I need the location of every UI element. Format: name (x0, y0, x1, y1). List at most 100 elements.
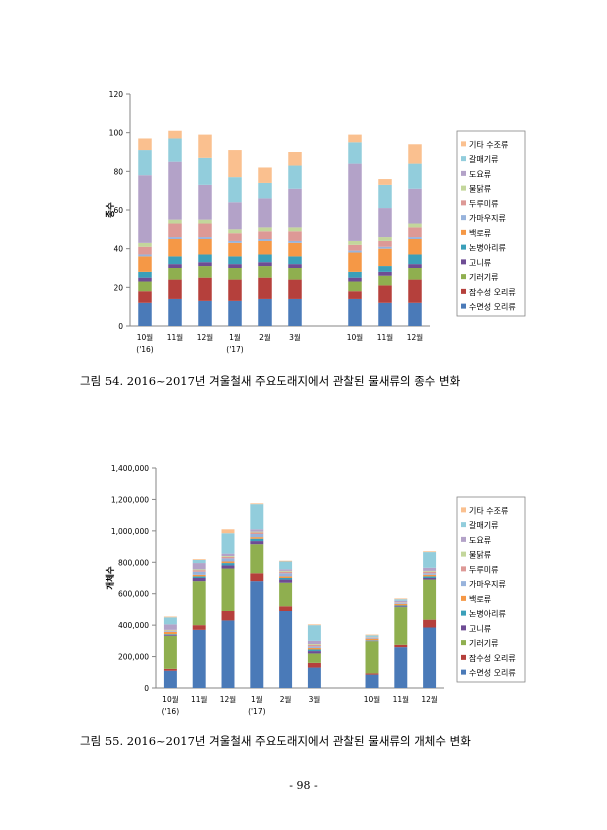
chart1-bar-segment (348, 291, 362, 299)
chart2-bar-segment (365, 674, 379, 688)
chart2-bar-segment (250, 534, 264, 538)
chart2-bar-segment (394, 599, 408, 601)
chart2-bar-segment (250, 503, 264, 505)
chart2-legend-swatch (461, 669, 466, 675)
chart1-legend-label: 고니류 (469, 257, 491, 267)
chart1-bar-segment (198, 266, 212, 278)
chart2-bar-segment (279, 570, 293, 572)
chart1-legend-label: 백로류 (469, 228, 491, 238)
chart1-bar-segment (258, 277, 272, 299)
chart2-x-tick-label: 12월 (421, 694, 438, 704)
chart2-bar-segment (394, 644, 408, 648)
chart2-bar-segment (279, 582, 293, 607)
chart2-legend-swatch (461, 581, 466, 587)
chart2-legend-swatch (461, 551, 466, 557)
chart2-bar-segment (423, 576, 437, 578)
chart2-bar-segment (192, 559, 206, 564)
chart2-bar-segment (307, 640, 321, 644)
chart1-bar-segment (378, 246, 392, 249)
chart2-bar-segment (163, 624, 177, 630)
chart2-bar-segment (307, 651, 321, 654)
chart1-bar-segment (198, 184, 212, 220)
chart1-legend-label: 두루미류 (469, 199, 498, 208)
chart2-bar-segment (365, 637, 379, 639)
chart1-y-axis-label: 종수 (106, 202, 116, 218)
chart2-bar-segment (279, 606, 293, 611)
chart1-legend-label: 기타 수조류 (469, 140, 508, 149)
chart1-bar-segment (198, 219, 212, 224)
chart2-bar-segment (307, 646, 321, 648)
chart2-bar-segment (423, 552, 437, 568)
chart1-bar-segment (228, 202, 242, 230)
chart1-legend-swatch (461, 229, 466, 235)
chart1-bar-segment (408, 302, 422, 326)
chart1-legend-label: 논병아리류 (469, 243, 506, 253)
chart2-legend-label: 도요류 (469, 536, 491, 545)
chart2-bar-segment (163, 616, 177, 618)
chart2-y-tick-label: 1,400,000 (111, 464, 149, 473)
chart1-y-tick-label: 60 (113, 206, 123, 215)
chart2-bar-segment (192, 559, 206, 560)
chart1-bar-segment (408, 237, 422, 239)
chart1-legend-label: 기러기류 (469, 273, 498, 282)
chart1-legend-swatch (461, 259, 466, 265)
chart1-bar-segment (168, 298, 182, 326)
chart2-bar-segment (221, 568, 235, 611)
chart1-legend-label: 가마우지류 (469, 214, 506, 223)
chart1-bar-segment (288, 240, 302, 243)
chart2-legend-label: 기타 수조류 (469, 506, 508, 515)
chart1-bar-segment (138, 281, 152, 292)
chart2-bar-segment (423, 579, 437, 620)
chart2-bar-segment (163, 670, 177, 688)
chart1-bar-segment (198, 262, 212, 267)
chart1-bar-segment (288, 152, 302, 166)
chart1-bar-segment (348, 277, 362, 282)
chart1-bar-segment (288, 298, 302, 326)
chart2-bar-segment (279, 560, 293, 562)
chart1-bar-segment (198, 134, 212, 158)
chart1-bar-segment (408, 279, 422, 303)
chart2-bar-segment (307, 625, 321, 641)
chart2-bar-segment (192, 574, 206, 577)
chart1-bar-segment (348, 134, 362, 143)
chart1-y-tick-label: 120 (109, 90, 124, 99)
chart2-bar-segment (307, 644, 321, 647)
chart1-x-tick-label: 11월 (377, 332, 394, 342)
chart2-legend-label: 갈매기류 (469, 521, 498, 530)
chart2-bar-segment (423, 574, 437, 577)
chart2-x-tick-label: ('17) (248, 707, 266, 716)
chart2-bar-segment (365, 634, 379, 636)
chart1-bar-segment (288, 227, 302, 232)
chart1-bar-segment (138, 242, 152, 247)
chart2-bar-segment (307, 647, 321, 650)
chart2-bar-segment (192, 576, 206, 578)
chart1-bar-segment (408, 163, 422, 189)
chart1-bar-segment (198, 157, 212, 185)
chart1-legend-label: 도요류 (469, 170, 491, 179)
chart2-bar-segment (365, 638, 379, 641)
chart1-x-tick-label: 2월 (259, 332, 271, 342)
chart1-y-tick-label: 40 (113, 245, 123, 254)
chart1-bar-segment (168, 130, 182, 139)
chart1-bar-segment (288, 268, 302, 280)
chart2-legend-label: 백로류 (469, 594, 491, 604)
chart2-bar-segment (394, 598, 408, 600)
chart1-bar-segment (378, 248, 392, 267)
chart1-bar-segment (408, 188, 422, 224)
chart2-bar-segment (279, 569, 293, 571)
chart1-y-tick-label: 20 (113, 283, 123, 292)
chart2-bar-segment (192, 578, 206, 582)
chart2-bar-segment (163, 631, 177, 635)
chart1-legend-swatch (461, 156, 466, 162)
chart1-y-tick-label: 80 (113, 167, 123, 176)
chart2-bar-segment (221, 565, 235, 569)
chart1-legend-swatch (461, 185, 466, 191)
chart1-legend-swatch (461, 170, 466, 176)
chart2-bar-segment (365, 641, 379, 674)
chart1-bar-segment (288, 279, 302, 299)
chart1-bar-segment (168, 268, 182, 280)
chart2-bar-segment (221, 553, 235, 556)
chart1-bar-segment (138, 256, 152, 272)
chart2-y-tick-label: 1,000,000 (111, 527, 149, 536)
chart2-bar-segment (423, 570, 437, 572)
